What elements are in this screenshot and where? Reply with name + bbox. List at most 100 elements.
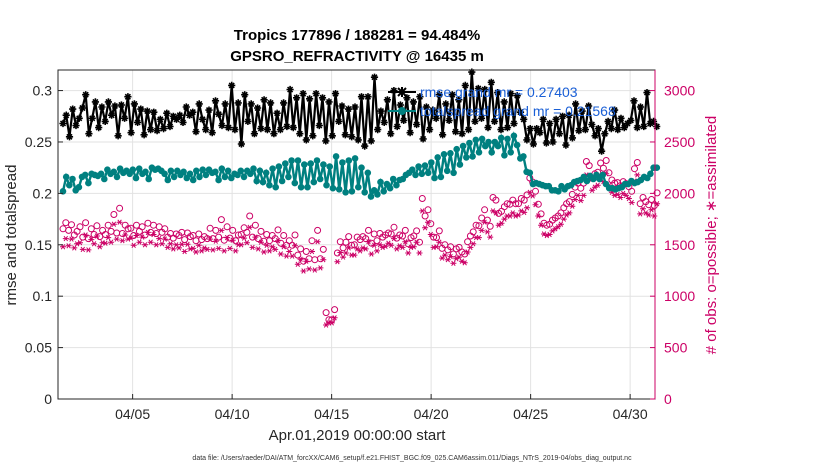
totalspread-point — [485, 138, 492, 146]
rmse-point — [435, 91, 443, 99]
rmse-point — [328, 132, 336, 140]
x-tick-label: 04/10 — [215, 406, 250, 422]
rmse-point — [348, 133, 356, 141]
obs-assimilated-point — [345, 245, 352, 251]
totalspread-point — [316, 175, 324, 183]
obs-possible-point — [387, 230, 395, 238]
rmse-point — [604, 117, 612, 125]
obs-assimilated-point — [193, 249, 199, 255]
totalspread-point — [323, 181, 330, 189]
obs-possible-point — [127, 224, 135, 232]
totalspread-point — [431, 174, 438, 182]
obs-assimilated-point — [422, 225, 429, 231]
obs-assimilated-point — [371, 242, 378, 248]
obs-possible-point — [331, 306, 339, 314]
obs-assimilated-point — [82, 232, 89, 238]
obs-possible-point — [399, 232, 406, 240]
rmse-point — [153, 127, 161, 135]
obs-possible-point — [461, 250, 469, 258]
totalspread-point — [259, 178, 267, 186]
axis-ticks: 0 0.05 0.1 0.15 0.2 0.25 0.3 0 500 1000 1500 2000 25… — [25, 70, 695, 422]
rmse-point — [101, 117, 109, 125]
totalspread-point — [339, 159, 346, 166]
obs-assimilated-point — [402, 239, 409, 245]
rmse-point — [160, 125, 168, 133]
obs-assimilated-point — [524, 205, 530, 211]
rmse-point — [257, 125, 265, 133]
rmse-point — [331, 90, 340, 98]
rmse-point — [309, 132, 317, 140]
obs-assimilated-point — [365, 239, 372, 245]
obs-assimilated-point — [557, 221, 564, 227]
x-axis-label: Apr.01,2019 00:00:00 start — [269, 427, 447, 444]
rmse-point — [130, 100, 138, 108]
obs-possible-point — [161, 225, 169, 233]
totalspread-point — [453, 145, 461, 153]
rmse-point — [419, 135, 427, 143]
totalspread-point — [501, 152, 508, 159]
totalspread-point — [386, 184, 394, 192]
rmse-point — [179, 118, 187, 126]
obs-possible-point — [229, 226, 237, 234]
obs-possible-point — [246, 212, 254, 220]
rmse-point — [490, 117, 499, 125]
rmse-point — [406, 129, 414, 137]
totalspread-point — [288, 157, 295, 164]
totalspread-point — [358, 164, 365, 171]
obs-assimilated-point — [252, 234, 259, 240]
rmse-point — [452, 128, 460, 136]
rmse-point — [396, 101, 404, 109]
totalspread-point — [132, 174, 140, 182]
obs-possible-point — [254, 235, 262, 243]
rmse-point — [387, 130, 395, 138]
y-right-tick-label: 500 — [664, 340, 688, 356]
obs-possible-point — [532, 187, 539, 195]
totalspread-point — [437, 173, 445, 181]
rmse-point — [542, 139, 550, 147]
obs-assimilated-point — [277, 251, 284, 257]
totalspread-point — [81, 171, 89, 179]
obs-possible-point — [565, 198, 573, 206]
rmse-point — [143, 107, 151, 115]
obs-assimilated-point — [272, 246, 279, 253]
rmse-point — [445, 116, 453, 124]
totalspread-point — [212, 168, 219, 176]
rmse-point — [507, 90, 515, 98]
obs-assimilated-point — [538, 222, 545, 228]
obs-assimilated-point — [105, 234, 112, 241]
rmse-point — [357, 93, 366, 101]
obs-assimilated-point — [156, 235, 163, 242]
obs-assimilated-point — [521, 209, 528, 216]
obs-possible-point — [631, 165, 638, 173]
obs-assimilated-point — [376, 242, 383, 248]
obs-possible-point — [602, 157, 610, 164]
rmse-point — [185, 111, 194, 119]
rmse-point — [611, 106, 619, 114]
rmse-point — [95, 124, 103, 132]
rmse-point — [244, 117, 252, 125]
rmse-point — [202, 126, 210, 134]
obs-assimilated-point — [221, 248, 228, 254]
rmse-point — [614, 126, 622, 134]
totalspread-point — [494, 142, 502, 150]
obs-possible-point — [515, 200, 522, 208]
obs-assimilated-point — [433, 244, 440, 250]
rmse-point — [636, 103, 645, 111]
obs-assimilated-point — [492, 210, 499, 216]
rmse-point — [267, 99, 275, 107]
obs-possible-point — [87, 225, 95, 233]
y-tick-label: 0.1 — [33, 288, 53, 304]
obs-assimilated-point — [167, 241, 174, 247]
obs-possible-point — [483, 216, 491, 224]
totalspread-point — [513, 141, 521, 149]
totalspread-point — [193, 167, 200, 175]
x-tick-label: 04/30 — [613, 406, 648, 422]
plot-area — [59, 68, 661, 328]
obs-possible-point — [181, 236, 189, 244]
obs-assimilated-point — [147, 239, 154, 245]
obs-possible-point — [537, 210, 545, 218]
totalspread-point — [285, 173, 292, 181]
obs-assimilated-point — [215, 245, 222, 252]
rmse-point — [260, 96, 268, 104]
obs-assimilated-point — [102, 240, 109, 246]
